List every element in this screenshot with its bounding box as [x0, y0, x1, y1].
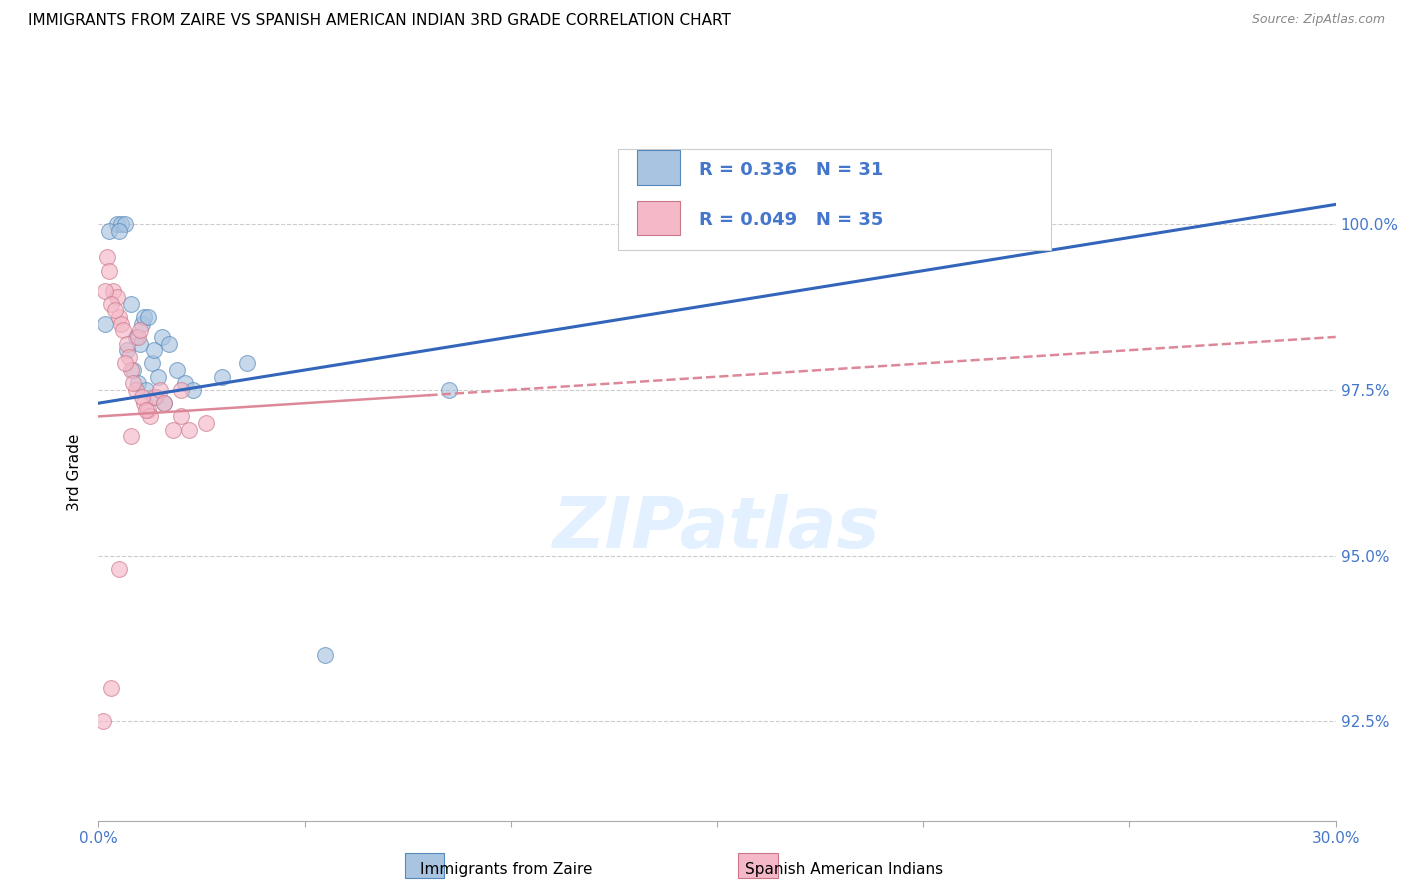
- Point: [127, 376, 149, 391]
- Point: [150, 330, 173, 344]
- Point: [122, 376, 145, 391]
- Y-axis label: 3rd Grade: 3rd Grade: [67, 434, 83, 511]
- Point: [120, 297, 142, 311]
- Point: [128, 336, 150, 351]
- Point: [110, 217, 132, 231]
- Text: ZIPatlas: ZIPatlas: [554, 494, 880, 563]
- Point: [170, 409, 193, 424]
- Point: [101, 284, 124, 298]
- Point: [105, 217, 128, 231]
- Point: [181, 383, 204, 397]
- Point: [108, 224, 131, 238]
- Text: Source: ZipAtlas.com: Source: ZipAtlas.com: [1251, 13, 1385, 27]
- Point: [120, 429, 142, 443]
- Point: [124, 383, 146, 397]
- Point: [314, 648, 336, 662]
- Point: [135, 383, 157, 397]
- Point: [139, 409, 162, 424]
- Point: [143, 343, 166, 358]
- Point: [104, 303, 127, 318]
- Text: R = 0.336   N = 31: R = 0.336 N = 31: [699, 161, 883, 179]
- Point: [179, 423, 201, 437]
- Bar: [405, 853, 444, 878]
- Point: [96, 251, 118, 265]
- Point: [162, 423, 184, 437]
- Point: [194, 416, 217, 430]
- Point: [117, 336, 139, 351]
- Point: [105, 290, 128, 304]
- FancyBboxPatch shape: [637, 151, 681, 185]
- Point: [136, 310, 159, 324]
- Text: R = 0.049   N = 35: R = 0.049 N = 35: [699, 211, 883, 229]
- Point: [166, 363, 188, 377]
- Point: [100, 297, 122, 311]
- Point: [108, 310, 131, 324]
- Point: [93, 317, 115, 331]
- Point: [132, 396, 155, 410]
- Point: [170, 383, 193, 397]
- Point: [131, 390, 153, 404]
- Point: [148, 369, 170, 384]
- Point: [112, 323, 135, 337]
- Point: [131, 317, 153, 331]
- Point: [437, 383, 460, 397]
- Point: [135, 402, 157, 417]
- Point: [108, 562, 131, 576]
- Text: Spanish American Indians: Spanish American Indians: [745, 863, 942, 877]
- Point: [157, 336, 180, 351]
- Point: [118, 350, 141, 364]
- Point: [236, 356, 259, 370]
- Point: [117, 343, 139, 358]
- Point: [141, 356, 163, 370]
- Point: [932, 204, 955, 219]
- Point: [132, 310, 155, 324]
- Point: [211, 369, 233, 384]
- Text: IMMIGRANTS FROM ZAIRE VS SPANISH AMERICAN INDIAN 3RD GRADE CORRELATION CHART: IMMIGRANTS FROM ZAIRE VS SPANISH AMERICA…: [28, 13, 731, 29]
- Point: [174, 376, 197, 391]
- Point: [114, 356, 136, 370]
- Point: [124, 330, 146, 344]
- Bar: [738, 853, 778, 878]
- Point: [97, 263, 120, 277]
- Point: [153, 396, 176, 410]
- Point: [122, 363, 145, 377]
- Point: [100, 681, 122, 695]
- Point: [91, 714, 114, 729]
- Point: [127, 330, 149, 344]
- Point: [93, 284, 115, 298]
- Point: [145, 390, 167, 404]
- Point: [114, 217, 136, 231]
- Point: [153, 396, 176, 410]
- Point: [110, 317, 132, 331]
- Point: [149, 383, 172, 397]
- Text: Immigrants from Zaire: Immigrants from Zaire: [420, 863, 592, 877]
- Point: [143, 390, 166, 404]
- Point: [136, 402, 159, 417]
- FancyBboxPatch shape: [637, 201, 681, 235]
- Point: [97, 224, 120, 238]
- Point: [128, 323, 150, 337]
- Point: [120, 363, 142, 377]
- FancyBboxPatch shape: [619, 149, 1052, 250]
